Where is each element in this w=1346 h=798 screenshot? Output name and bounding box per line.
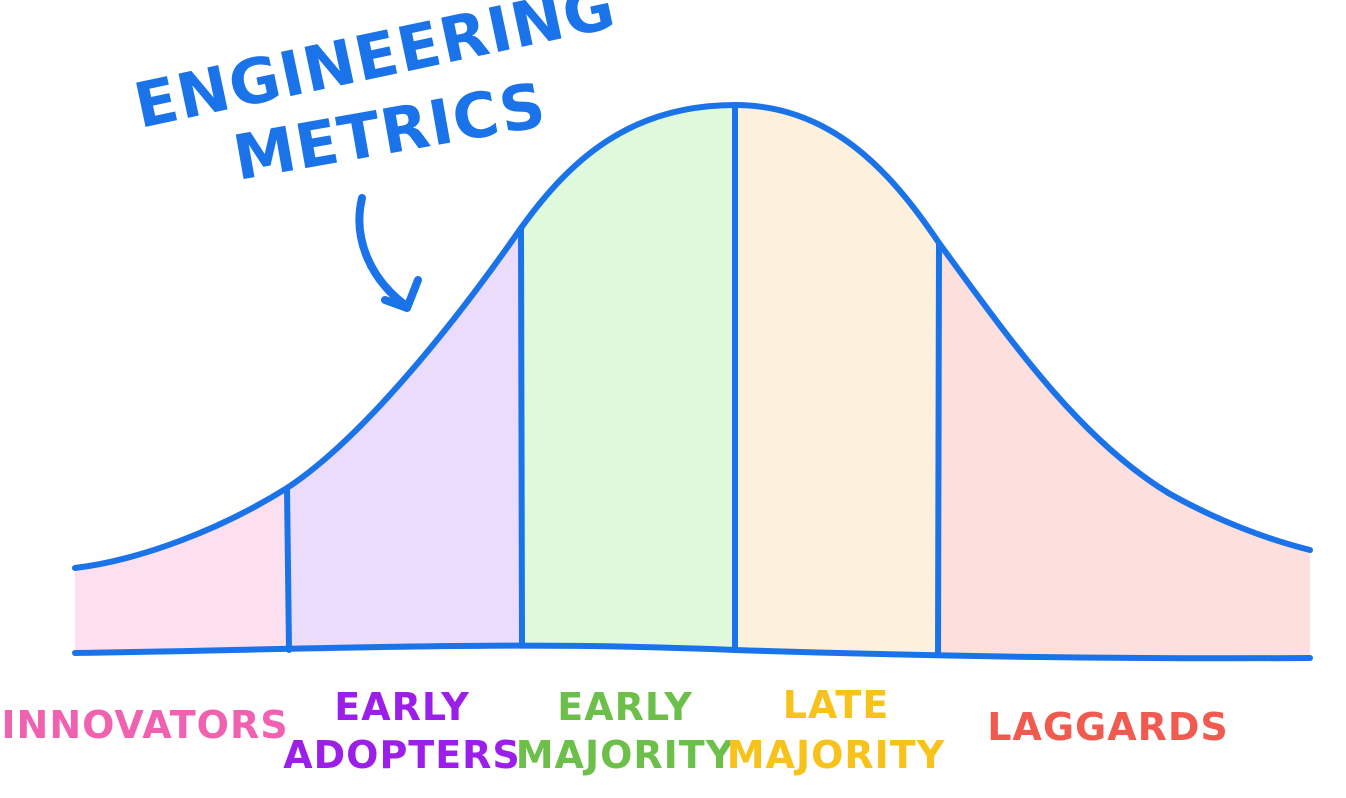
segment-fill-innovators xyxy=(75,488,287,652)
label-late-majority-line-1: Late xyxy=(783,683,890,727)
label-early-adopters-line-2: Adopters xyxy=(283,733,521,777)
label-late-majority-line-2: Majority xyxy=(727,733,946,777)
arrow-down-icon xyxy=(355,194,422,312)
segment-labels: Innovators Early Adopters Early Majority… xyxy=(1,683,1229,777)
label-innovators: Innovators xyxy=(1,703,288,747)
segment-fill-early-majority xyxy=(521,105,735,650)
segment-fill-late-majority xyxy=(735,105,939,655)
segment-fill-laggards xyxy=(939,243,1310,658)
label-early-majority-line-1: Early xyxy=(557,685,692,729)
label-laggards: Laggards xyxy=(987,705,1229,749)
divider-1 xyxy=(284,485,292,653)
divider-4 xyxy=(935,240,942,658)
segment-fill-early-adopters xyxy=(287,228,521,652)
divider-2 xyxy=(518,225,525,648)
label-early-adopters-line-1: Early xyxy=(334,685,469,729)
curve-fills xyxy=(75,105,1310,658)
curve-strokes xyxy=(72,102,1313,662)
label-early-majority-line-2: Majority xyxy=(516,733,735,777)
